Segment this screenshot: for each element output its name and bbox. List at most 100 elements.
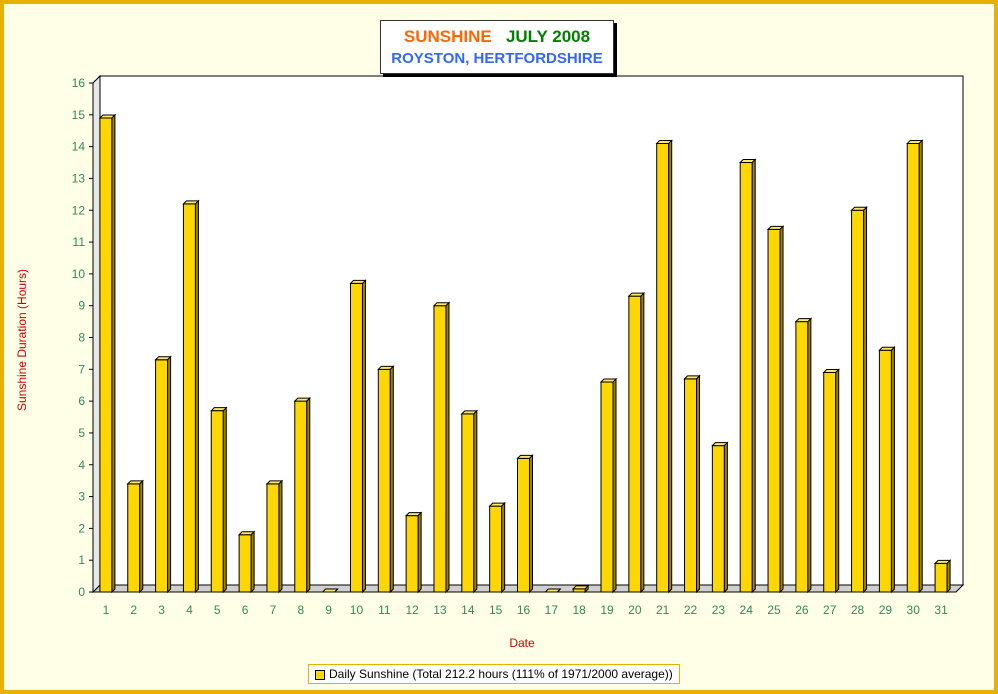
bar-side <box>556 588 561 593</box>
x-tick-label: 19 <box>600 603 614 617</box>
y-tick-label: 15 <box>72 108 86 122</box>
bar <box>210 406 228 594</box>
bar-front <box>795 321 809 593</box>
bar-front <box>433 305 447 593</box>
bar-side <box>278 479 283 594</box>
x-tick-label: 5 <box>214 603 221 617</box>
bar-front <box>405 515 419 593</box>
bar-side <box>918 139 923 594</box>
bar-front <box>99 117 113 593</box>
bar-front <box>878 349 892 593</box>
y-axis-label: Sunshine Duration (Hours) <box>15 269 29 411</box>
y-tick-label: 7 <box>78 362 85 376</box>
x-tick-label: 7 <box>270 603 277 617</box>
bar-side <box>751 158 756 594</box>
bar <box>349 279 367 594</box>
bar-side <box>306 396 311 594</box>
bar-front <box>906 142 920 593</box>
x-tick-label: 10 <box>350 603 364 617</box>
x-tick-label: 16 <box>517 603 531 617</box>
bar-side <box>361 279 366 594</box>
bar-front <box>767 228 781 593</box>
bar <box>794 317 813 594</box>
x-tick-label: 4 <box>186 603 193 617</box>
x-tick-label: 3 <box>158 603 165 617</box>
bar <box>154 355 172 594</box>
bar <box>432 301 451 594</box>
bar-front <box>266 483 280 593</box>
y-tick-label: 9 <box>78 299 85 313</box>
bar-front <box>127 483 141 593</box>
y-tick-label: 16 <box>72 76 86 90</box>
x-tick-label: 18 <box>572 603 586 617</box>
bar <box>627 291 646 594</box>
bar-front <box>628 295 642 593</box>
x-tick-label: 11 <box>378 603 391 617</box>
bar-side <box>584 584 589 594</box>
bar-side <box>668 139 673 594</box>
bar-side <box>222 406 227 594</box>
bar <box>850 206 868 594</box>
x-tick-label: 9 <box>325 603 332 617</box>
bar-side <box>473 409 478 594</box>
bar <box>571 584 590 594</box>
bar-front <box>600 381 614 593</box>
x-tick-label: 25 <box>767 603 781 617</box>
bar-front <box>739 162 753 593</box>
bar <box>766 225 785 594</box>
x-tick-label: 24 <box>740 603 754 617</box>
bar <box>182 199 200 594</box>
bar <box>98 113 117 594</box>
bar-front <box>656 142 670 593</box>
bar <box>683 374 701 594</box>
bar-side <box>946 559 951 594</box>
title-part2: JULY 2008 <box>505 27 591 46</box>
bar-front <box>934 562 948 593</box>
y-tick-label: 2 <box>78 521 85 535</box>
bar-side <box>139 479 144 594</box>
bar-side <box>417 511 422 594</box>
x-tick-labels: 1 2 3 4 5 6 7 8 9 10 11 12 13 14 15 16 17 18 19 20 21 22 23 24 2… <box>103 603 948 617</box>
axes <box>89 74 965 594</box>
bar-side <box>334 588 338 593</box>
x-tick-label: 1 <box>103 603 110 617</box>
y-tick-label: 1 <box>78 553 85 567</box>
bar-side <box>167 355 172 594</box>
bar-side <box>890 346 895 594</box>
bar-front <box>711 445 725 593</box>
x-tick-label: 22 <box>684 603 698 617</box>
bar <box>711 441 729 594</box>
plot-side-wall <box>92 74 101 594</box>
bar-front <box>517 457 530 593</box>
x-tick-label: 26 <box>795 603 809 617</box>
bar-front <box>377 368 391 593</box>
x-tick-label: 29 <box>879 603 893 617</box>
bar <box>822 368 840 594</box>
x-tick-label: 6 <box>242 603 249 617</box>
y-tick-label: 0 <box>78 585 85 599</box>
x-tick-label: 2 <box>130 603 137 617</box>
y-tick-label: 8 <box>78 331 85 345</box>
bar-front <box>210 410 224 593</box>
bar <box>321 588 339 593</box>
chart-subtitle: ROYSTON, HERTFORDSHIRE <box>391 50 603 67</box>
title-part1: SUNSHINE <box>403 27 492 46</box>
x-tick-label: 23 <box>712 603 726 617</box>
bar-front <box>238 534 252 593</box>
bar-front <box>182 203 196 593</box>
bar <box>878 346 896 594</box>
bar <box>265 479 284 594</box>
y-tick-label: 14 <box>72 140 86 154</box>
bar-side <box>779 225 784 594</box>
bar-front <box>461 413 475 593</box>
y-tick-label: 6 <box>78 394 85 408</box>
y-tick-label: 3 <box>78 490 85 504</box>
bar-side <box>807 317 812 594</box>
bar-side <box>723 441 728 594</box>
bar-side <box>696 374 701 594</box>
bar-front <box>684 378 698 593</box>
bar <box>404 511 423 594</box>
legend-label: Daily Sunshine (Total 212.2 hours (111% … <box>329 667 673 681</box>
x-tick-label: 30 <box>907 603 921 617</box>
